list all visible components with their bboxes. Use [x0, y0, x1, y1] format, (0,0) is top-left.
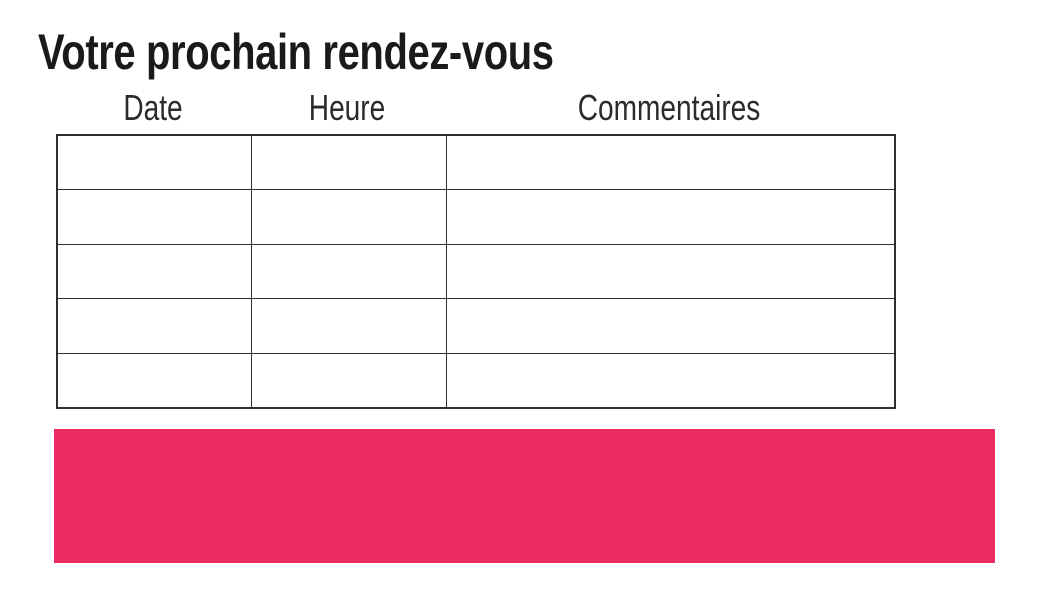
table-cell	[445, 189, 896, 245]
table-cell	[56, 243, 252, 300]
column-header-commentaires-label: Commentaires	[578, 87, 761, 128]
table-cell	[250, 189, 447, 245]
table-row	[56, 189, 896, 245]
table-cell	[445, 134, 896, 191]
table-header-row: Date Heure Commentaires	[56, 90, 894, 126]
table-cell	[56, 298, 252, 354]
table-cell	[250, 352, 447, 409]
page-title: Votre prochain rendez-vous	[38, 24, 554, 80]
table-cell	[56, 134, 252, 191]
table-cell	[250, 134, 447, 191]
table-cell	[250, 298, 447, 354]
pink-banner	[54, 429, 995, 563]
column-header-date-label: Date	[123, 87, 183, 128]
table-cell	[250, 243, 447, 300]
appointments-table	[56, 134, 896, 409]
table-cell	[445, 352, 896, 409]
table-row	[56, 134, 896, 191]
table-row	[56, 243, 896, 300]
column-header-commentaires: Commentaires	[445, 90, 894, 126]
table-row	[56, 298, 896, 354]
table-cell	[445, 243, 896, 300]
table-cell	[56, 189, 252, 245]
table-row	[56, 352, 896, 409]
table-cell	[445, 298, 896, 354]
table-cell	[56, 352, 252, 409]
column-header-heure: Heure	[250, 90, 445, 126]
column-header-date: Date	[56, 90, 250, 126]
column-header-heure-label: Heure	[309, 87, 386, 128]
